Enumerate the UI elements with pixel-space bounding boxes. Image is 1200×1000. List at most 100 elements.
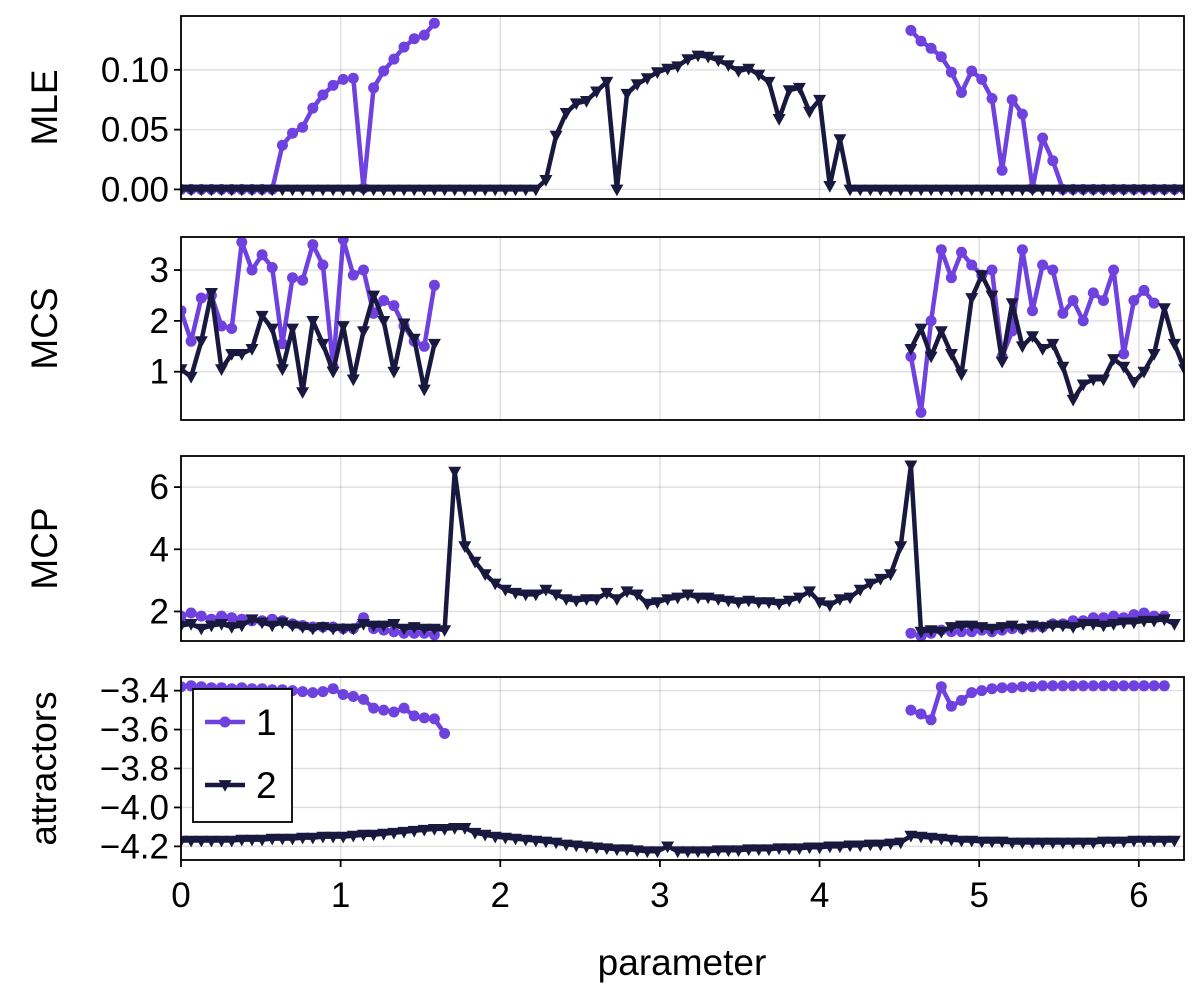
data-point-1 [925, 315, 937, 327]
data-point-2 [225, 622, 239, 634]
panel-frame [180, 455, 1185, 642]
series-line-1 [909, 28, 1184, 192]
data-point-2 [286, 620, 299, 633]
legend-frame [192, 688, 293, 823]
data-point-2 [914, 626, 928, 639]
data-point-2 [1066, 184, 1080, 197]
data-point-2 [1056, 184, 1070, 197]
data-point-2 [1178, 184, 1184, 196]
data-point-2 [671, 61, 685, 74]
data-point-2 [924, 832, 938, 845]
data-point-2 [245, 614, 259, 627]
data-point-1 [1077, 315, 1089, 327]
data-point-2 [306, 832, 320, 845]
data-point-2 [650, 67, 664, 79]
data-point-2 [772, 114, 786, 126]
data-point-2 [265, 184, 279, 197]
data-point-2 [296, 622, 310, 634]
data-point-2 [985, 184, 999, 197]
data-point-1 [976, 73, 988, 85]
data-point-2 [204, 184, 218, 197]
data-point-2 [1127, 835, 1141, 848]
data-point-2 [204, 288, 218, 300]
data-point-1 [256, 249, 268, 261]
data-point-2 [600, 587, 614, 600]
data-point-2 [316, 184, 330, 197]
data-point-2 [235, 834, 249, 847]
data-point-2 [813, 597, 827, 609]
data-point-1 [1037, 259, 1049, 271]
data-point-2 [600, 76, 614, 89]
panels: 0.000.050.10MLE123MCS246MCP−4.2−4.0−3.8−… [23, 15, 1185, 866]
data-point-2 [661, 841, 675, 854]
data-point-1 [408, 710, 420, 722]
data-point-2 [346, 623, 360, 636]
data-point-2 [1036, 344, 1050, 356]
data-point-2 [509, 833, 522, 846]
data-point-2 [975, 622, 989, 634]
y-tick-label: 0.05 [101, 111, 169, 150]
data-point-2 [863, 839, 877, 852]
data-point-2 [1117, 184, 1131, 197]
data-point-1 [317, 259, 329, 271]
data-point-2 [1127, 377, 1141, 389]
legend-entry-1: 1 [205, 702, 277, 743]
data-point-2 [275, 184, 289, 197]
data-point-2 [792, 592, 806, 605]
x-tick-label: 1 [331, 876, 350, 915]
data-point-1 [246, 264, 258, 276]
data-point-1 [358, 693, 369, 705]
data-point-1 [418, 29, 430, 41]
data-point-2 [792, 843, 806, 856]
data-point-2 [742, 595, 756, 608]
data-point-2 [894, 541, 908, 553]
data-point-1 [418, 340, 430, 352]
data-point-2 [367, 829, 381, 842]
data-point-2 [215, 619, 228, 631]
data-point-1 [378, 295, 390, 306]
data-point-2 [498, 832, 512, 845]
data-point-1 [297, 274, 309, 286]
data-point-2 [813, 94, 827, 107]
data-point-2 [1157, 835, 1171, 848]
data-point-2 [934, 833, 948, 846]
data-point-2 [874, 573, 887, 586]
data-point-2 [782, 843, 796, 856]
data-point-2 [853, 840, 867, 853]
data-point-1 [388, 626, 400, 638]
data-point-2 [701, 846, 715, 859]
data-point-2 [539, 584, 553, 597]
data-point-2 [1015, 341, 1029, 354]
data-point-2 [1015, 837, 1029, 850]
data-point-1 [905, 24, 917, 36]
data-point-2 [569, 98, 583, 111]
data-point-2 [580, 841, 593, 854]
data-point-2 [823, 181, 837, 193]
data-point-2 [944, 184, 958, 197]
data-point-2 [1097, 620, 1110, 633]
data-point-2 [509, 184, 522, 197]
data-point-2 [650, 597, 664, 609]
data-point-1 [935, 681, 947, 693]
data-point-2 [1097, 184, 1110, 197]
data-point-1 [236, 237, 248, 248]
data-point-2 [580, 96, 593, 108]
data-point-2 [509, 587, 522, 600]
data-point-2 [316, 338, 330, 351]
data-point-1 [905, 627, 917, 639]
y-tick-label: −3.6 [100, 711, 169, 750]
data-point-2 [742, 844, 756, 857]
data-point-1 [956, 87, 967, 98]
data-point-1 [1128, 295, 1140, 306]
data-point-2 [1005, 184, 1019, 197]
data-point-2 [1097, 836, 1110, 849]
data-point-1 [347, 269, 359, 281]
data-point-2 [823, 600, 837, 613]
data-point-1 [287, 272, 298, 284]
data-point-2 [590, 842, 604, 855]
data-point-2 [407, 622, 421, 634]
data-point-1 [966, 259, 978, 271]
data-point-1 [1047, 264, 1059, 276]
data-point-2 [1026, 837, 1039, 850]
data-point-2 [691, 50, 705, 63]
